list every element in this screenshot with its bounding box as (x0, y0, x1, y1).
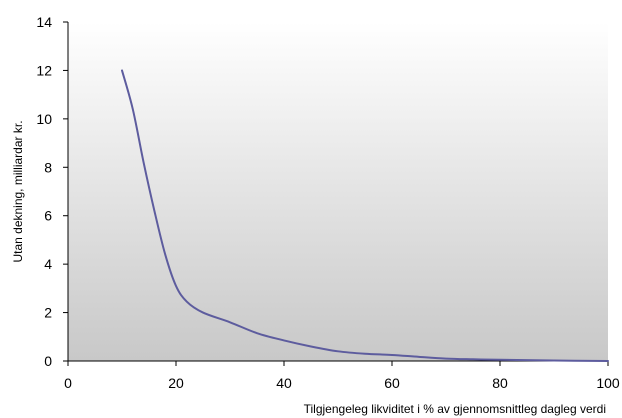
y-tick-label: 8 (44, 159, 52, 175)
y-tick-label: 12 (36, 62, 52, 78)
x-tick-label: 80 (492, 375, 508, 391)
y-tick-label: 4 (44, 256, 52, 272)
y-tick-label: 2 (44, 305, 52, 321)
x-tick-label: 0 (64, 375, 72, 391)
x-tick-labels: 0 20 40 60 80 100 (64, 375, 620, 391)
y-tick-label: 10 (36, 111, 52, 127)
x-axis-title: Tilgjengeleg likviditet i % av gjennomsn… (304, 402, 606, 416)
y-axis (63, 21, 69, 362)
series-group (121, 69, 609, 362)
y-tick-label: 0 (44, 353, 52, 369)
y-tick-label: 6 (44, 208, 52, 224)
y-axis-title: Utan dekning, milliardar kr. (11, 120, 25, 262)
x-tick-label: 20 (168, 375, 184, 391)
x-axis (67, 360, 609, 366)
x-tick-label: 60 (384, 375, 400, 391)
series-line (121, 69, 609, 362)
y-tick-labels: 0 2 4 6 8 10 12 14 (36, 14, 52, 369)
y-tick-label: 14 (36, 14, 52, 30)
x-tick-label: 40 (276, 375, 292, 391)
x-tick-label: 100 (596, 375, 620, 391)
plot-area (68, 22, 608, 361)
